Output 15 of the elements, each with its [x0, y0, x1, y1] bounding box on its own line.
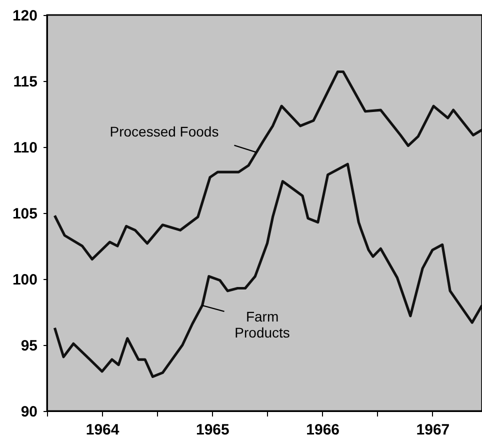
y-tick-label: 90 [20, 404, 38, 420]
line-series [53, 70, 482, 260]
x-tick-label: 1964 [86, 422, 120, 438]
y-tick-label: 120 [12, 8, 38, 24]
x-tick-label: 1966 [306, 422, 340, 438]
y-tick-label: 95 [20, 338, 38, 354]
annotation: Processed Foods [110, 123, 219, 140]
x-tick-label: 1967 [416, 422, 450, 438]
y-tick-label: 110 [13, 140, 38, 156]
y-tick-label: 100 [12, 272, 38, 288]
y-tick-label: 115 [13, 74, 38, 90]
y-tick-label: 105 [12, 206, 38, 222]
annotation: Farm Products [234, 308, 290, 340]
x-tick-label: 1965 [196, 422, 230, 438]
line-series [53, 162, 482, 378]
